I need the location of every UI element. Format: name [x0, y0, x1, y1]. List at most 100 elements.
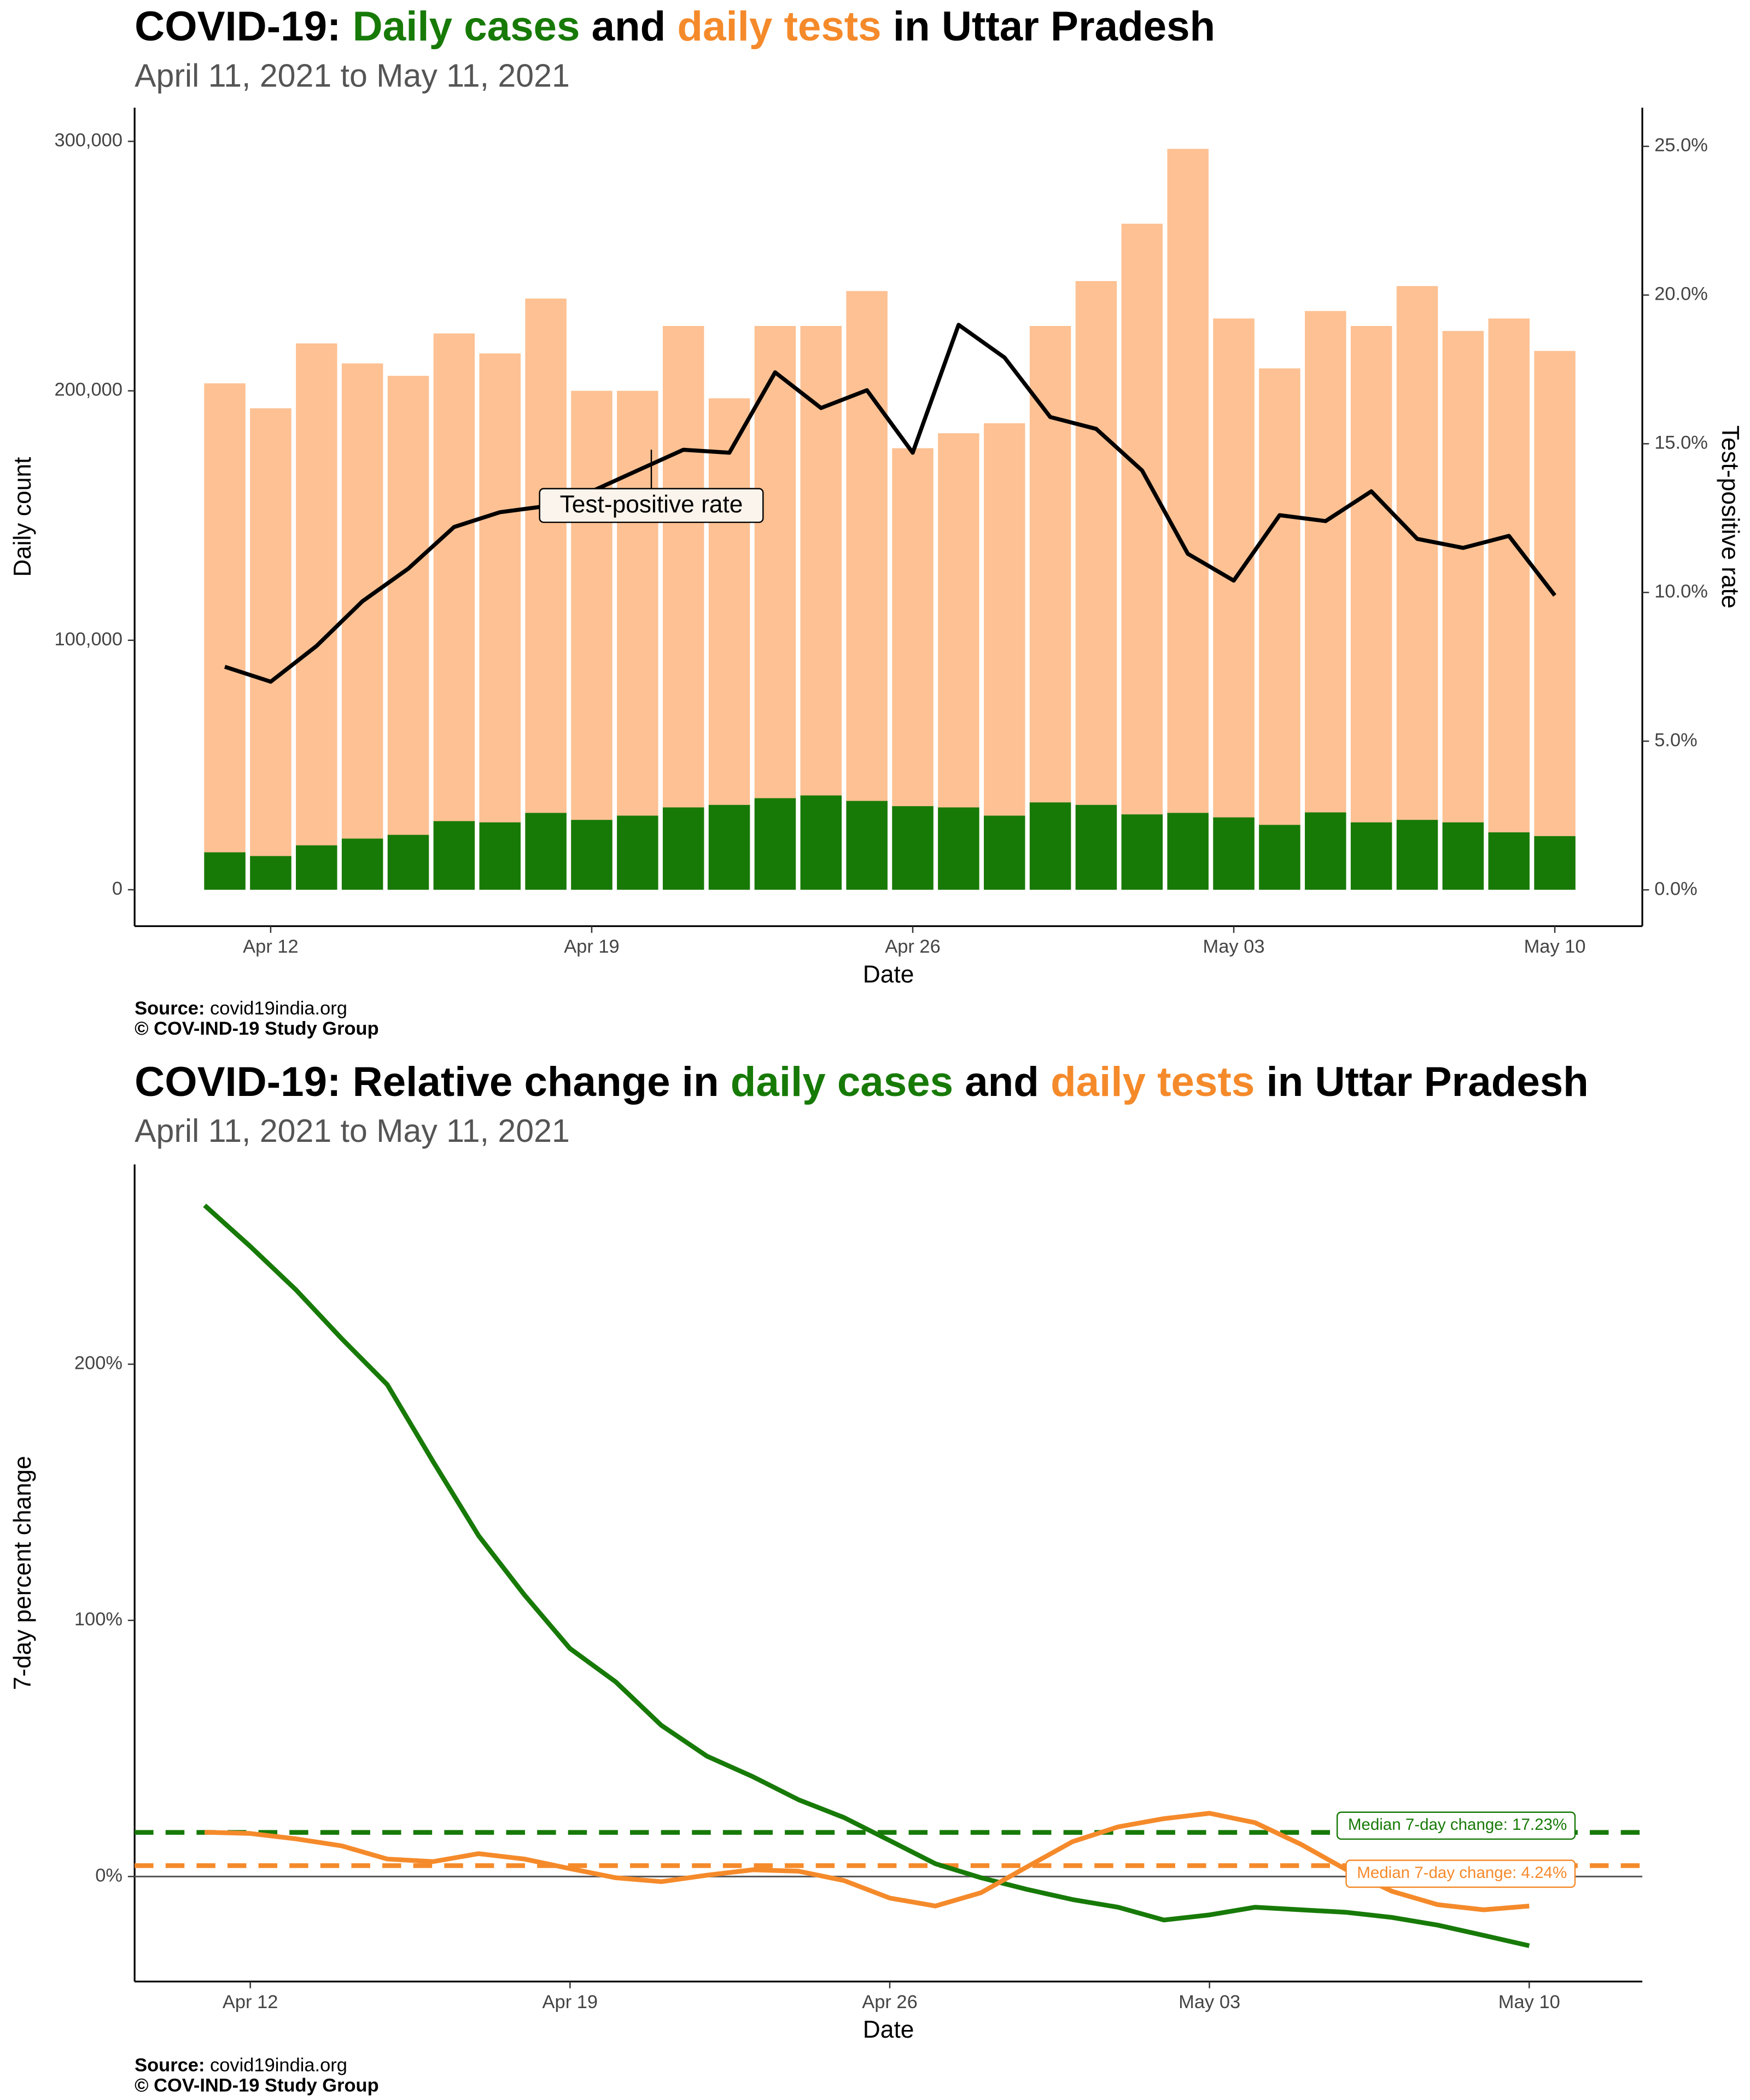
- y-tick-label: 200,000: [54, 380, 122, 400]
- source-space: [205, 998, 210, 1019]
- y-axis-label: Daily count: [9, 457, 36, 577]
- bar: [1213, 817, 1255, 890]
- bar: [662, 326, 704, 890]
- bar: [800, 795, 842, 890]
- bar: [617, 815, 658, 890]
- title-part: daily tests: [1051, 1059, 1255, 1105]
- bar: [846, 801, 888, 890]
- chart-subtitle: April 11, 2021 to May 11, 2021: [135, 1113, 570, 1149]
- bar: [892, 806, 934, 890]
- chart-title: COVID-19: Relative change in daily cases…: [135, 1059, 1589, 1105]
- bar: [341, 838, 383, 890]
- median-label-box: [1336, 1811, 1576, 1840]
- y2-tick-label: 25.0%: [1654, 135, 1708, 156]
- bar: [1305, 812, 1346, 890]
- median-label: Median 7-day change: 17.23%: [1348, 1816, 1567, 1834]
- y-axis-label: 7-day percent change: [9, 1456, 36, 1690]
- bar: [754, 798, 796, 890]
- bar: [571, 820, 612, 890]
- copyright: © COV-IND-19 Study Group: [135, 2075, 379, 2096]
- y2-axis-label: Test-positive rate: [1717, 425, 1743, 609]
- source-label: Source:: [135, 2055, 205, 2076]
- title-part: daily tests: [677, 3, 881, 50]
- bar: [1488, 318, 1530, 890]
- bar: [1305, 311, 1346, 890]
- bar: [387, 835, 429, 890]
- x-tick-label: Apr 19: [564, 936, 620, 957]
- bar: [1442, 822, 1484, 890]
- x-tick-label: Apr 12: [243, 936, 299, 957]
- series-line: [203, 1203, 1530, 1949]
- bar: [1534, 351, 1576, 890]
- annotation-box: [539, 488, 764, 523]
- chart-title: COVID-19: Daily cases and daily tests in…: [135, 3, 1215, 50]
- chart-subtitle: April 11, 2021 to May 11, 2021: [135, 57, 570, 94]
- bar: [708, 804, 750, 890]
- bar: [1534, 836, 1576, 890]
- x-tick-label: May 03: [1203, 936, 1265, 957]
- y-tick-label: 0: [112, 878, 122, 899]
- y2-tick-label: 5.0%: [1654, 730, 1698, 750]
- source: Source: covid19india.org: [135, 2055, 347, 2076]
- bar: [571, 390, 612, 890]
- annotation-label: Test-positive rate: [560, 491, 743, 518]
- x-tick-label: Apr 19: [542, 1992, 598, 2012]
- source-label: Source:: [135, 998, 205, 1019]
- bar: [1121, 224, 1163, 890]
- y2-tick-label: 0.0%: [1654, 878, 1698, 899]
- bar: [341, 363, 383, 890]
- bar: [1213, 318, 1255, 890]
- bar: [1029, 802, 1071, 890]
- bar: [1121, 814, 1163, 890]
- bar: [1442, 331, 1484, 890]
- bar: [204, 852, 246, 890]
- bar: [1259, 368, 1300, 890]
- title-part: COVID-19: Relative change in: [135, 1059, 731, 1105]
- y2-tick-label: 20.0%: [1654, 284, 1708, 305]
- bar: [1075, 804, 1117, 890]
- median-label-box: [1345, 1859, 1576, 1888]
- bar: [754, 326, 796, 890]
- x-tick-label: May 10: [1498, 1992, 1560, 2012]
- bar: [525, 813, 567, 890]
- bar: [1350, 822, 1392, 890]
- series-line: [205, 1811, 1530, 1912]
- bar: [1167, 813, 1209, 890]
- title-part: in Uttar Pradesh: [1255, 1059, 1589, 1105]
- bar: [250, 856, 291, 890]
- source: Source: covid19india.org: [135, 998, 347, 1019]
- bar: [1259, 825, 1300, 890]
- y-tick-label: 300,000: [54, 130, 122, 151]
- y2-tick-label: 10.0%: [1654, 581, 1708, 602]
- bar: [1396, 286, 1438, 890]
- y-tick-label: 0%: [95, 1865, 122, 1886]
- bar: [1075, 281, 1117, 890]
- title-part: and: [953, 1059, 1051, 1105]
- x-tick-label: Apr 12: [223, 1992, 278, 2012]
- copyright: © COV-IND-19 Study Group: [135, 1018, 379, 1039]
- median-label: Median 7-day change: 4.24%: [1357, 1864, 1567, 1882]
- bar: [1488, 832, 1530, 890]
- bar: [479, 353, 521, 890]
- bar: [296, 343, 337, 890]
- title-part: and: [580, 3, 677, 50]
- x-axis-label: Date: [863, 961, 914, 988]
- title-part: daily cases: [731, 1059, 953, 1105]
- bar: [387, 376, 429, 890]
- bar: [1350, 326, 1392, 890]
- y2-tick-label: 15.0%: [1654, 433, 1708, 453]
- bar: [204, 383, 246, 890]
- x-tick-label: Apr 26: [862, 1992, 918, 2012]
- series-line: [224, 323, 1557, 684]
- source-text: covid19india.org: [210, 2055, 347, 2076]
- source-space: [205, 2055, 210, 2076]
- x-tick-label: Apr 26: [885, 936, 941, 957]
- bar: [662, 807, 704, 890]
- y-tick-label: 100%: [74, 1609, 122, 1630]
- bar: [250, 408, 291, 890]
- title-part: in Uttar Pradesh: [882, 3, 1216, 50]
- source-text: covid19india.org: [210, 998, 347, 1019]
- bar: [983, 423, 1025, 890]
